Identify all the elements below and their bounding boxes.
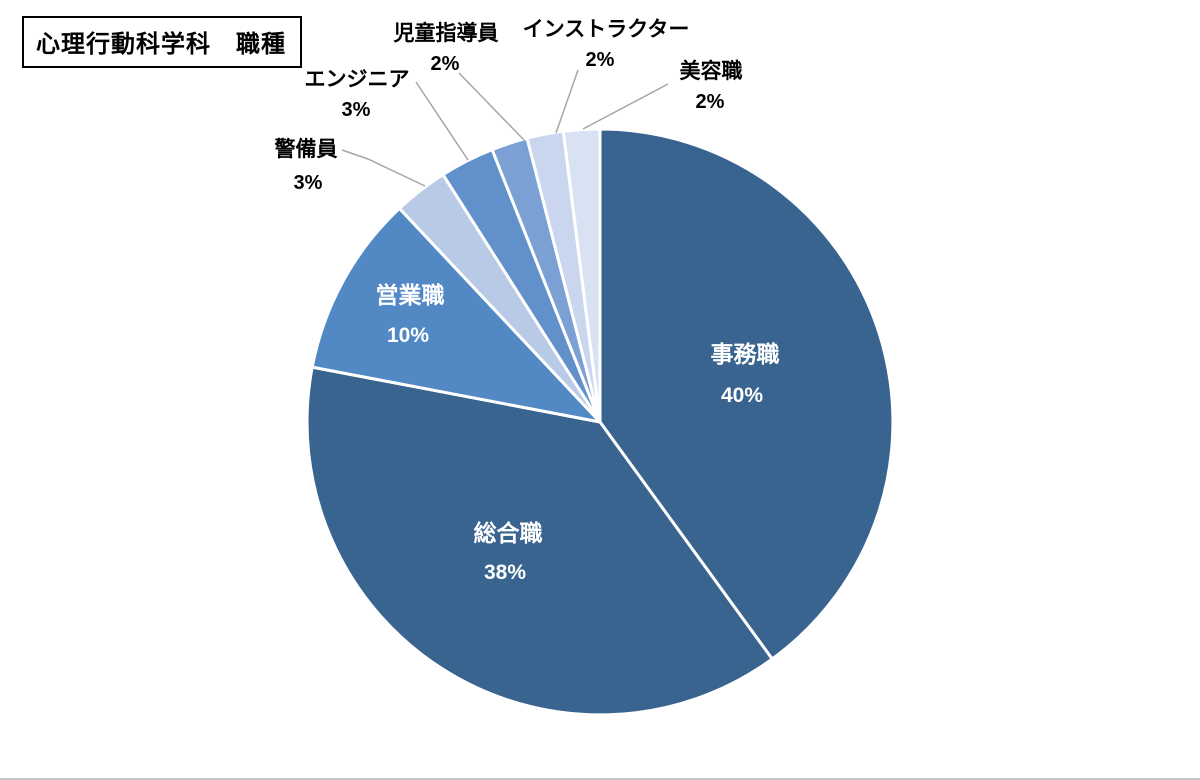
slice-label-office-work: 事務職 bbox=[711, 341, 780, 367]
chart-title-box[interactable]: 心理行動科学科 職種 bbox=[22, 16, 302, 68]
slice-value-sales: 10% bbox=[387, 324, 429, 347]
slice-value-engineer: 3% bbox=[342, 99, 371, 121]
slice-label-child-instructor: 児童指導員 bbox=[393, 21, 499, 45]
leader-line-security-guard bbox=[341, 149, 426, 187]
slice-label-sales: 営業職 bbox=[376, 282, 445, 308]
slice-value-beauty: 2% bbox=[696, 91, 725, 113]
pie-slice-sales[interactable] bbox=[310, 206, 602, 424]
slice-value-office-work: 40% bbox=[721, 384, 763, 407]
slice-value-child-instructor: 2% bbox=[431, 53, 460, 75]
slice-label-instructor: インストラクター bbox=[523, 18, 690, 41]
slice-label-engineer: エンジニア bbox=[305, 68, 410, 91]
window-bottom-edge bbox=[0, 778, 1200, 780]
slice-label-general-staff: 総合職 bbox=[474, 520, 543, 546]
slice-value-instructor: 2% bbox=[586, 49, 615, 71]
slice-label-beauty: 美容職 bbox=[680, 59, 743, 83]
slice-value-security-guard: 3% bbox=[294, 172, 323, 194]
leader-line-child-instructor bbox=[458, 72, 525, 141]
leader-line-engineer bbox=[415, 81, 469, 161]
slice-label-security-guard: 警備員 bbox=[274, 137, 338, 161]
leader-line-instructor bbox=[555, 69, 579, 134]
pie-slice-beauty[interactable] bbox=[561, 127, 602, 424]
leader-line-beauty bbox=[582, 83, 669, 130]
pie-slice-general-staff[interactable] bbox=[305, 365, 774, 717]
slice-value-general-staff: 38% bbox=[484, 561, 526, 584]
chart-title: 心理行動科学科 職種 bbox=[36, 31, 286, 58]
pie-slice-office-work[interactable] bbox=[598, 127, 895, 661]
